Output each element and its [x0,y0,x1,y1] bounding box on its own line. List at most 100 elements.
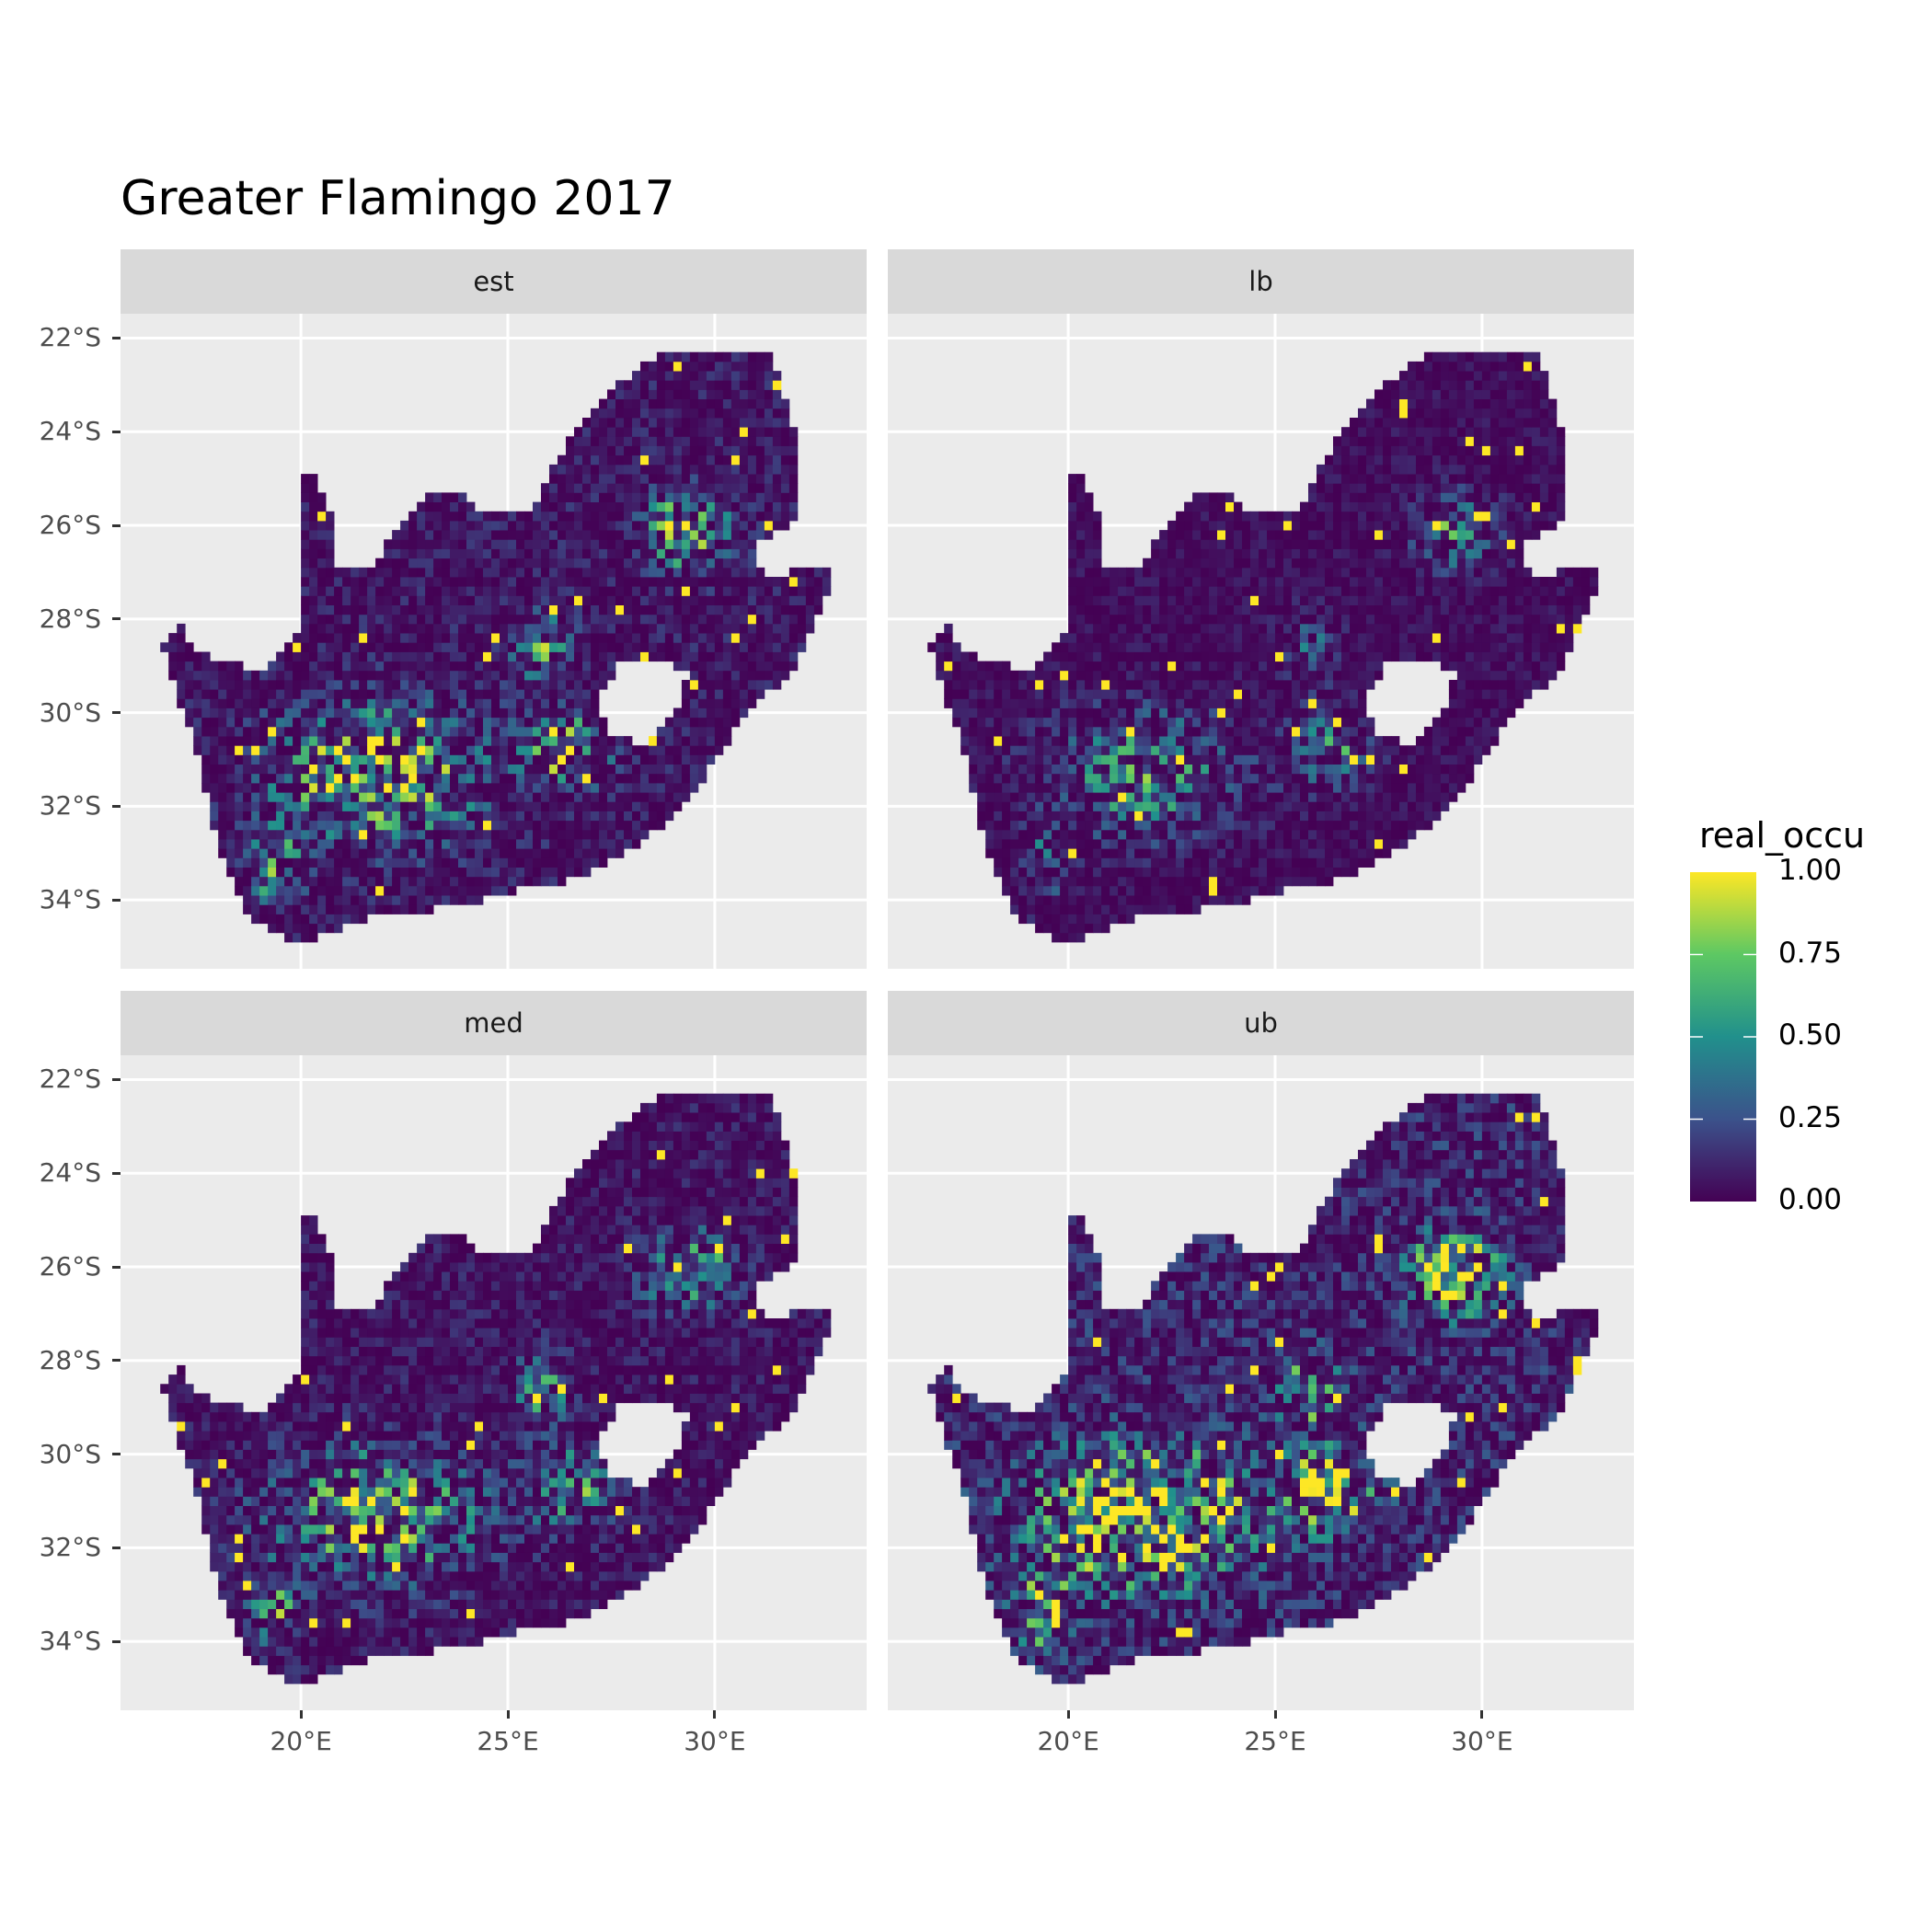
raster-cell [549,820,558,831]
raster-cell [1184,726,1193,737]
raster-cell [607,558,616,569]
raster-cell [615,436,625,446]
raster-cell [1350,530,1359,540]
raster-cell [351,885,360,896]
raster-cell [656,801,666,811]
raster-cell [276,680,285,690]
raster-cell [813,595,823,605]
raster-cell [1126,857,1135,868]
raster-cell [1043,707,1052,719]
raster-cell [1101,717,1110,728]
raster-cell [268,867,277,878]
raster-cell [549,633,558,643]
raster-cell [1325,689,1334,699]
raster-cell [500,651,509,662]
raster-cell [1043,736,1052,746]
raster-cell [483,633,492,643]
raster-cell [326,764,335,775]
raster-cell [1201,726,1210,737]
raster-cell [689,717,699,728]
raster-cell [624,567,633,578]
raster-cell [301,736,310,746]
raster-cell [1076,670,1086,681]
raster-cell [664,361,674,372]
raster-cell [1176,661,1185,672]
raster-cell [1159,848,1168,858]
raster-cell [450,895,459,905]
raster-cell [466,661,476,672]
raster-cell [433,764,443,775]
raster-cell [524,792,534,802]
raster-cell [425,726,434,737]
raster-cell [309,764,318,775]
raster-cell [1093,717,1102,728]
raster-cell [558,474,567,484]
raster-cell [1325,848,1334,858]
raster-cell [1267,867,1276,878]
raster-cell [1300,680,1309,690]
raster-cell [425,707,434,719]
raster-cell [334,661,343,672]
raster-cell [1275,839,1284,849]
raster-cell [640,511,650,522]
raster-cell [780,595,790,605]
raster-cell [566,839,575,849]
raster-cell [1209,885,1218,896]
raster-cell [1010,698,1019,708]
raster-cell [656,427,666,437]
raster-cell [1052,651,1061,662]
raster-cell [1300,745,1309,755]
raster-cell [1201,895,1210,905]
raster-cell [1358,754,1367,765]
raster-cell [408,698,418,708]
raster-cell [1167,773,1177,784]
raster-cell [284,820,293,831]
raster-cell [1259,839,1268,849]
raster-cell [1076,745,1086,755]
raster-cell [739,427,749,437]
raster-cell [722,604,732,615]
raster-cell [442,520,451,531]
raster-cell [1035,801,1044,811]
raster-cell [284,792,293,802]
raster-cell [1267,792,1276,802]
raster-cell [1060,895,1069,905]
raster-cell [1076,530,1086,540]
raster-cell [1300,754,1309,765]
raster-cell [747,698,757,708]
raster-cell [1068,904,1077,914]
raster-cell [408,754,418,765]
raster-cell [450,651,459,662]
raster-cell [268,820,277,831]
raster-cell [591,792,600,802]
raster-cell [656,474,666,484]
raster-cell [689,483,699,493]
raster-cell [210,680,219,690]
raster-cell [243,745,252,755]
raster-cell [1027,895,1036,905]
raster-cell [1292,586,1301,596]
raster-cell [400,736,409,746]
raster-cell [177,661,186,672]
raster-cell [607,501,616,512]
raster-cell [1134,651,1144,662]
raster-cell [392,829,401,840]
raster-cell [541,726,550,737]
raster-cell [334,680,343,690]
raster-cell [632,651,641,662]
raster-cell [640,520,650,531]
raster-cell [342,914,351,925]
raster-cell [1010,754,1019,765]
raster-cell [1283,633,1293,643]
raster-cell [664,530,674,540]
raster-cell [574,464,583,475]
raster-cell [334,567,343,578]
raster-cell [1201,651,1210,662]
raster-cell [1399,595,1409,605]
raster-cell [301,558,310,569]
raster-cell [1093,698,1102,708]
raster-cell [681,633,691,643]
raster-cell [1110,726,1119,737]
raster-cell [549,474,558,484]
raster-cell [1366,530,1375,540]
